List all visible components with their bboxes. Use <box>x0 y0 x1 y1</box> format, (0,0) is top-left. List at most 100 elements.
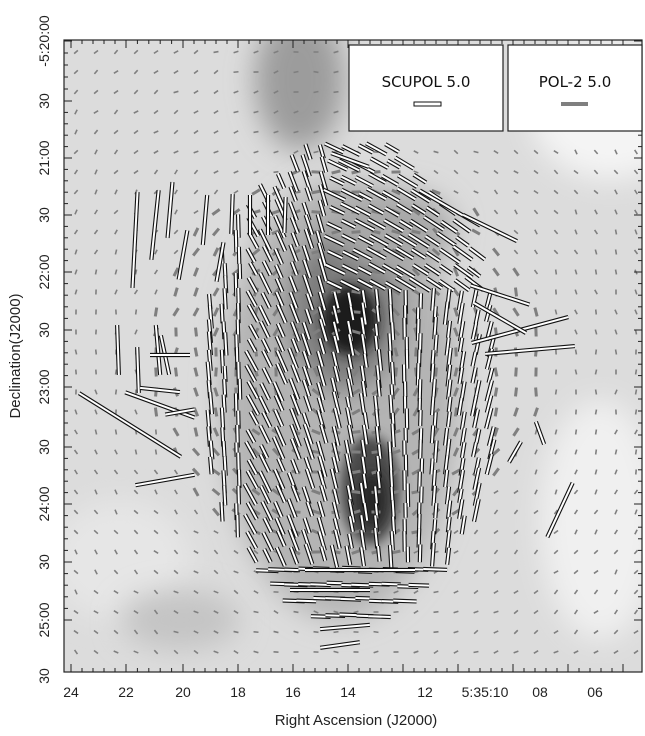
scupol-vector <box>330 152 370 168</box>
pol2-vector <box>153 150 159 154</box>
pol2-vector <box>113 569 119 575</box>
pol2-vector <box>313 610 319 614</box>
pol2-vector <box>594 329 598 335</box>
scupol-vector <box>302 412 310 429</box>
scupol-vector <box>318 530 326 551</box>
pol2-vector <box>513 549 519 555</box>
scupol-vector <box>340 202 361 214</box>
scupol-vector <box>249 324 259 340</box>
pol2-vector <box>413 650 419 654</box>
pol2-vector <box>113 609 119 615</box>
pol2-vector <box>113 629 119 635</box>
pol2-vector <box>534 429 538 435</box>
pol2-vector <box>233 150 239 154</box>
pol2-vector <box>173 649 179 655</box>
pol2-vector <box>413 630 419 634</box>
pol2-vector <box>193 287 199 297</box>
scupol-vector <box>487 426 495 447</box>
pol2-vector <box>613 609 619 615</box>
pol2-vector <box>153 469 159 475</box>
scupol-vector <box>366 187 387 201</box>
pol2-vector <box>333 110 339 114</box>
pol2-vector <box>333 90 339 94</box>
scupol-vector <box>320 424 328 444</box>
pol2-vector <box>473 629 479 635</box>
scupol-vector <box>304 214 314 236</box>
scupol-vector <box>446 438 451 459</box>
scupol-vector <box>247 546 258 563</box>
y-tick-label: 22:00 <box>36 254 52 289</box>
scupol-vector <box>436 232 457 247</box>
scupol-vector <box>389 304 393 326</box>
pol2-vector <box>634 369 638 375</box>
scupol-vector <box>361 456 367 474</box>
pol2-vector <box>273 609 279 615</box>
pol2-vector <box>473 549 479 555</box>
scupol-vector <box>423 568 448 571</box>
pol2-vector <box>554 309 558 315</box>
scupol-vector <box>234 272 238 297</box>
pol2-vector <box>634 389 638 395</box>
scupol-vector <box>341 219 356 229</box>
pol2-vector <box>391 188 401 196</box>
axis-ticks <box>64 40 642 672</box>
scupol-vector <box>375 426 380 443</box>
scupol-vector <box>398 235 417 247</box>
scupol-vector <box>369 599 384 603</box>
pol2-vector <box>513 407 519 417</box>
pol2-vector <box>614 489 618 495</box>
pol2-vector <box>233 50 239 54</box>
pol2-vector <box>553 249 559 255</box>
scupol-vector <box>411 204 426 215</box>
pol2-vector <box>513 590 519 594</box>
pol2-vector <box>574 309 578 315</box>
scupol-vector <box>341 145 361 156</box>
scupol-vector <box>424 264 441 276</box>
pol2-vector <box>253 130 259 134</box>
scupol-vector <box>332 426 340 447</box>
scupol-vector <box>432 485 436 506</box>
scupol-vector <box>304 543 314 565</box>
pol2-vector <box>534 469 538 475</box>
pol2-vector <box>133 529 139 535</box>
pol2-vector <box>73 229 79 235</box>
pol2-vector <box>213 89 219 95</box>
pol2-vector <box>213 650 219 654</box>
scupol-vector <box>230 193 234 235</box>
pol2-vector <box>533 589 539 595</box>
scupol-vector <box>409 277 431 292</box>
pol2-vector <box>271 209 281 215</box>
scupol-vector <box>434 440 438 463</box>
scupol-vector <box>275 264 283 279</box>
pol2-vector <box>213 110 219 114</box>
pol2-vector <box>554 449 558 455</box>
pol2-vector <box>74 549 78 555</box>
scupol-vector <box>359 482 366 507</box>
scupol-vector <box>388 545 393 569</box>
pol2-vector <box>311 249 321 255</box>
scupol-vector <box>452 245 473 261</box>
scupol-vector <box>290 303 300 324</box>
scupol-vector <box>383 247 405 261</box>
x-tick-label: 5:35:10 <box>462 684 509 700</box>
scupol-vector <box>454 279 470 292</box>
scupol-vector <box>209 440 214 460</box>
scupol-vector <box>369 279 386 290</box>
pol2-vector <box>594 349 598 355</box>
scupol-vector <box>471 395 478 417</box>
pol2-vector <box>594 529 598 535</box>
pol2-vector <box>553 609 559 615</box>
scupol-vector <box>318 258 328 282</box>
pol2-vector <box>253 590 259 594</box>
scupol-vector <box>341 264 359 274</box>
scupol-vector <box>443 301 449 325</box>
scupol-vector <box>290 261 298 276</box>
pol2-vector <box>492 467 500 477</box>
pol2-vector <box>311 388 321 396</box>
pol2-vector <box>174 169 178 175</box>
scupol-vector <box>319 318 328 342</box>
pol2-vector <box>73 609 79 615</box>
pol2-vector <box>94 449 98 455</box>
scupol-vector <box>317 365 326 387</box>
pol2-vector <box>633 649 639 655</box>
